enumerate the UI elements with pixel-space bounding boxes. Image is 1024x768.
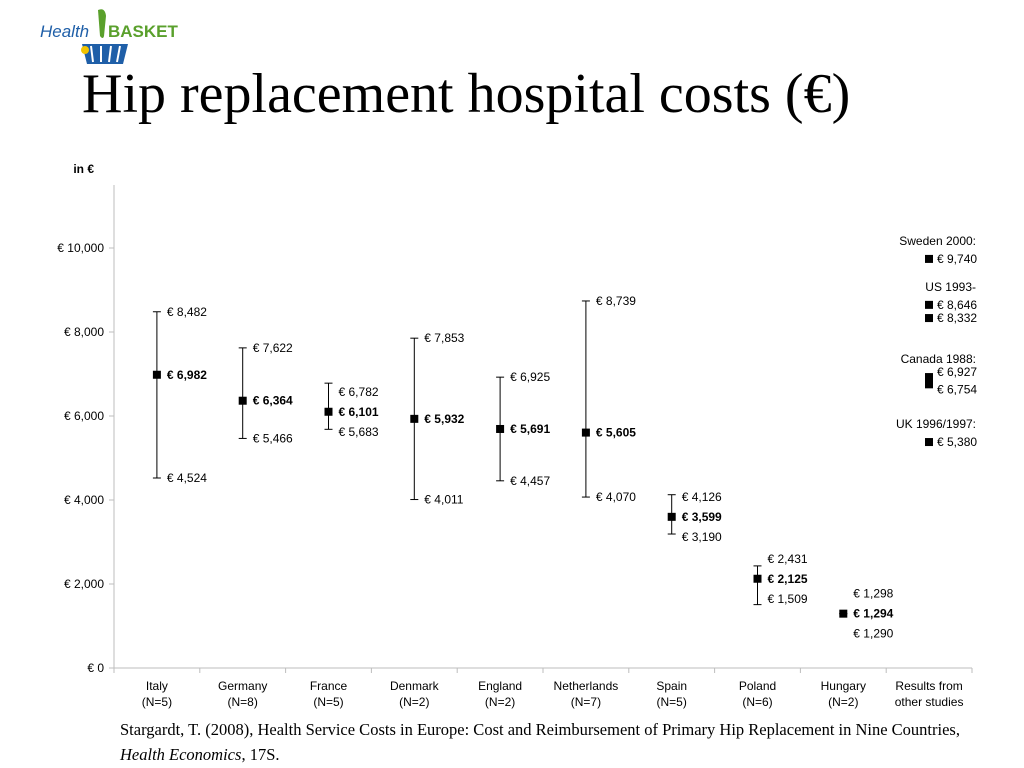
mean-label: € 1,294 [853, 607, 893, 621]
y-tick-label: € 6,000 [64, 409, 104, 423]
y-tick-label: € 10,000 [57, 241, 104, 255]
study-marker [925, 380, 933, 389]
max-label: € 8,482 [167, 305, 207, 319]
mean-marker [152, 370, 161, 379]
min-label: € 5,683 [339, 425, 379, 439]
x-category-label: other studies [895, 695, 964, 709]
mean-marker [839, 609, 848, 618]
mean-label: € 2,125 [768, 572, 808, 586]
logo-leaf-icon [98, 9, 106, 38]
max-label: € 8,739 [596, 294, 636, 308]
x-category-label: Denmark [390, 679, 440, 693]
page-title: Hip replacement hospital costs (€) [82, 63, 851, 125]
mean-marker [324, 407, 333, 416]
x-category-label: Italy [146, 679, 168, 693]
citation: Stargardt, T. (2008), Health Service Cos… [120, 718, 980, 768]
min-label: € 5,466 [253, 431, 293, 445]
study-value-label: € 6,754 [937, 382, 977, 396]
max-label: € 4,126 [682, 490, 722, 504]
study-group-label: Canada 1988: [901, 352, 976, 366]
max-label: € 1,298 [853, 587, 893, 601]
logo-text-basket: BASKET [108, 22, 179, 41]
mean-marker [667, 512, 676, 521]
x-category-label: France [310, 679, 348, 693]
mean-label: € 5,605 [596, 426, 636, 440]
min-label: € 4,524 [167, 471, 207, 485]
x-category-n: (N=7) [571, 695, 601, 709]
x-category-label: Poland [739, 679, 776, 693]
y-tick-label: € 0 [87, 661, 104, 675]
max-label: € 7,622 [253, 341, 293, 355]
x-category-label: Germany [218, 679, 267, 693]
min-label: € 4,011 [424, 493, 463, 507]
y-tick-label: € 4,000 [64, 493, 104, 507]
x-category-label: Results from [895, 679, 962, 693]
min-label: € 4,457 [510, 474, 550, 488]
max-label: € 2,431 [768, 552, 808, 566]
mean-label: € 6,101 [339, 405, 379, 419]
mean-label: € 6,982 [167, 368, 207, 382]
x-category-n: (N=5) [313, 695, 343, 709]
mean-marker [496, 424, 505, 433]
healthbasket-logo: Health BASKET [38, 6, 188, 68]
x-category-label: England [478, 679, 522, 693]
mean-marker [581, 428, 590, 437]
max-label: € 6,925 [510, 370, 550, 384]
mean-label: € 5,932 [424, 412, 464, 426]
min-label: € 1,290 [853, 627, 893, 641]
study-value-label: € 8,646 [937, 298, 977, 312]
x-category-n: (N=6) [742, 695, 772, 709]
study-value-label: € 5,380 [937, 435, 977, 449]
mean-marker [410, 414, 419, 423]
x-category-n: (N=5) [657, 695, 687, 709]
x-category-n: (N=5) [142, 695, 172, 709]
study-marker [925, 438, 933, 447]
logo-basket-icon [81, 44, 128, 64]
study-value-label: € 6,927 [937, 365, 977, 379]
study-marker [925, 373, 933, 382]
min-label: € 1,509 [768, 592, 808, 606]
min-label: € 3,190 [682, 530, 722, 544]
min-label: € 4,070 [596, 490, 636, 504]
y-tick-label: € 8,000 [64, 325, 104, 339]
mean-label: € 5,691 [510, 422, 550, 436]
study-marker [925, 254, 933, 263]
x-category-label: Netherlands [554, 679, 619, 693]
study-value-label: € 8,332 [937, 311, 977, 325]
study-group-label: UK 1996/1997: [896, 417, 976, 431]
citation-journal: Health Economics [120, 744, 242, 764]
max-label: € 6,782 [339, 385, 379, 399]
x-category-n: (N=2) [828, 695, 858, 709]
study-value-label: € 9,740 [937, 252, 977, 266]
y-tick-label: € 2,000 [64, 577, 104, 591]
x-category-n: (N=8) [228, 695, 258, 709]
citation-suffix: , 17S. [241, 744, 280, 764]
y-axis-label: in € [73, 162, 94, 176]
logo-text-health: Health [40, 22, 89, 41]
citation-text: Stargardt, T. (2008), Health Service Cos… [120, 720, 960, 739]
study-marker [925, 314, 933, 323]
study-group-label: US 1993- [925, 280, 976, 294]
max-label: € 7,853 [424, 331, 464, 345]
mean-label: € 3,599 [682, 510, 722, 524]
chart: in € € 0 € 2,000 € 4,000 € 6,000 € 8,000 € 10… [57, 162, 977, 709]
x-category-n: (N=2) [399, 695, 429, 709]
study-group-label: Sweden 2000: [899, 234, 976, 248]
x-category-label: Hungary [821, 679, 866, 693]
x-category-label: Spain [656, 679, 687, 693]
x-category-n: (N=2) [485, 695, 515, 709]
study-marker [925, 300, 933, 309]
mean-marker [753, 574, 762, 583]
mean-marker [238, 396, 247, 405]
mean-label: € 6,364 [253, 394, 293, 408]
